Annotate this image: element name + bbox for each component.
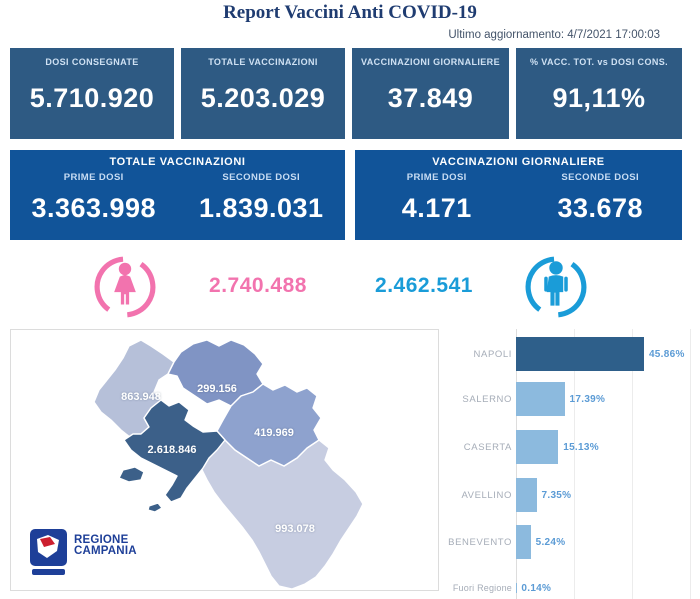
chart-gridline: [574, 329, 575, 599]
panel-title: TOTALE VACCINAZIONI: [109, 156, 246, 168]
province-bar-chart: NAPOLI 45.86% SALERNO 17.39% CASERTA 15.…: [448, 329, 700, 599]
map-island-capri[interactable]: [147, 502, 163, 513]
seconde-dosi-value: 33.678: [557, 193, 644, 223]
map-province-benevento[interactable]: [167, 339, 264, 407]
map-value-caserta: 863.948: [121, 391, 161, 403]
logo-line1: REGIONE: [74, 534, 129, 546]
value-label: 15.13%: [563, 441, 599, 453]
bar[interactable]: [516, 430, 559, 464]
value-label: 0.14%: [521, 582, 552, 594]
category-label: AVELLINO: [461, 489, 512, 501]
campania-map: [93, 339, 364, 590]
seconde-dosi-label: SECONDE DOSI: [222, 172, 301, 183]
seconde-dosi-value: 1.839.031: [198, 193, 324, 223]
value-label: 5.24%: [535, 536, 566, 548]
category-label: SALERNO: [462, 393, 512, 405]
kpi-label: DOSI CONSEGNATE: [45, 57, 139, 67]
map-province-napoli[interactable]: [123, 399, 226, 503]
logo-line2: CAMPANIA: [74, 545, 137, 557]
female-icon: [94, 256, 156, 318]
category-label: CASERTA: [463, 441, 512, 453]
prime-dosi-label: PRIME DOSI: [406, 172, 467, 183]
map-value-salerno: 993.078: [275, 523, 315, 535]
value-label: 7.35%: [541, 489, 572, 501]
chart-row-salerno: SALERNO 17.39%: [448, 382, 700, 416]
panel-title: VACCINAZIONI GIORNALIERE: [432, 156, 605, 168]
chart-row-avellino: AVELLINO 7.35%: [448, 478, 700, 512]
value-label: 45.86%: [648, 348, 685, 360]
female-total: 2.740.488: [209, 274, 307, 297]
bar[interactable]: [516, 478, 537, 512]
male-total: 2.462.541: [375, 274, 473, 297]
chart-row-napoli: NAPOLI 45.86%: [448, 337, 700, 371]
vaccinazioni-giornaliere-panel[interactable]: VACCINAZIONI GIORNALIERE PRIME DOSI 4.17…: [355, 150, 682, 240]
kpi-perc-vacc-vs-dosi[interactable]: % VACC. TOT. vs DOSI CONS. 91,11%: [516, 48, 682, 139]
map-province-avellino[interactable]: [216, 383, 322, 467]
totale-vaccinazioni-panel[interactable]: TOTALE VACCINAZIONI PRIME DOSI 3.363.998…: [10, 150, 345, 240]
bar[interactable]: [516, 337, 644, 371]
map-value-avellino: 419.969: [254, 427, 294, 439]
category-label: BENEVENTO: [448, 536, 512, 548]
kpi-dosi-consegnate[interactable]: DOSI CONSEGNATE 5.710.920: [10, 48, 174, 139]
bar[interactable]: [516, 382, 565, 416]
seconde-dosi-label: SECONDE DOSI: [561, 172, 640, 183]
kpi-label: VACCINAZIONI GIORNALIERE: [361, 57, 500, 67]
map-value-benevento: 299.156: [197, 383, 237, 395]
map-value-napoli: 2.618.846: [147, 444, 197, 456]
chart-gridline: [632, 329, 633, 599]
prime-dosi-label: PRIME DOSI: [63, 172, 124, 183]
prime-dosi-value: 4.171: [401, 193, 472, 223]
male-icon: [525, 256, 587, 318]
page-title: Report Vaccini Anti COVID-19: [223, 2, 477, 23]
last-update: Ultimo aggiornamento: 4/7/2021 17:00:03: [448, 29, 660, 41]
kpi-totale-vaccinazioni[interactable]: TOTALE VACCINAZIONI 5.203.029: [181, 48, 345, 139]
kpi-label: % VACC. TOT. vs DOSI CONS.: [529, 57, 669, 67]
regione-campania-logo: REGIONE CAMPANIA: [29, 528, 137, 576]
chart-axis-line: [516, 329, 517, 599]
bar[interactable]: [516, 525, 531, 559]
value-label: 17.39%: [569, 393, 606, 405]
kpi-value: 5.203.029: [200, 83, 326, 113]
chart-row-fuori-regione: Fuori Regione 0.14%: [448, 580, 700, 596]
map-island-ischia[interactable]: [118, 466, 145, 483]
kpi-label: TOTALE VACCINAZIONI: [208, 57, 318, 67]
map-panel: 863.948 299.156 419.969 2.618.846 993.07…: [10, 329, 439, 591]
regione-campania-emblem: [30, 529, 67, 575]
kpi-value: 5.710.920: [29, 83, 155, 113]
kpi-vaccinazioni-giornaliere[interactable]: VACCINAZIONI GIORNALIERE 37.849: [352, 48, 509, 139]
category-label: NAPOLI: [473, 348, 512, 360]
chart-row-benevento: BENEVENTO 5.24%: [448, 525, 700, 559]
chart-gridline: [690, 329, 691, 599]
kpi-value: 91,11%: [552, 83, 646, 113]
prime-dosi-value: 3.363.998: [31, 193, 157, 223]
category-label: Fuori Regione: [452, 583, 512, 593]
chart-row-caserta: CASERTA 15.13%: [448, 430, 700, 464]
kpi-value: 37.849: [387, 83, 474, 113]
